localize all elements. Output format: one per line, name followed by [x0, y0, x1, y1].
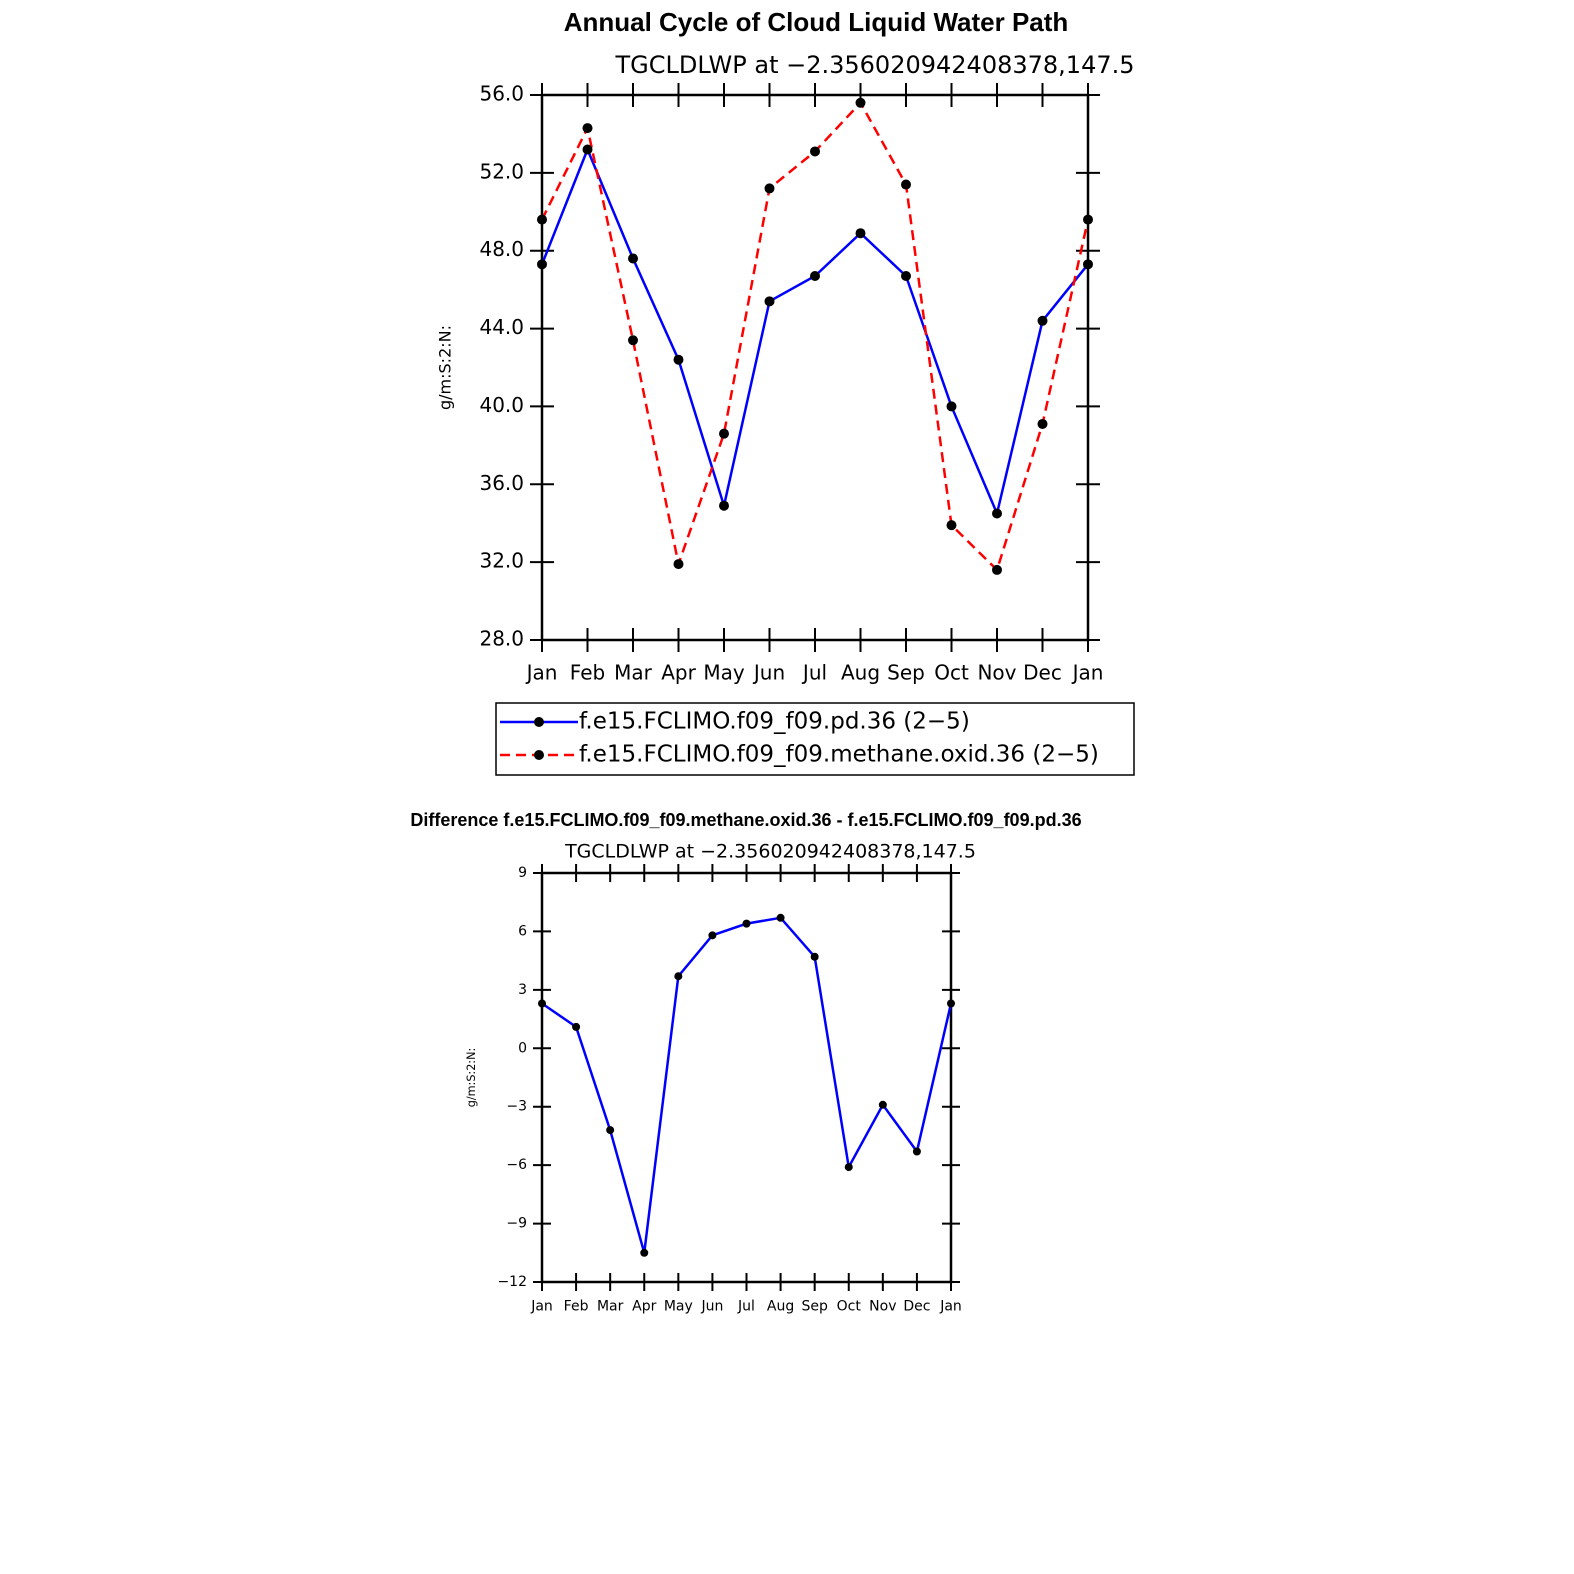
data-point [1037, 418, 1048, 429]
y-tick-label: 40.0 [479, 393, 524, 417]
data-point [810, 952, 819, 961]
x-tick-label: Sep [887, 661, 925, 685]
data-point [878, 1100, 887, 1109]
x-tick-label: May [703, 661, 745, 685]
data-point [708, 931, 717, 940]
data-point [764, 183, 775, 194]
chart-subtitle: TGCLDLWP at −2.356020942408378,147.5 [615, 51, 1135, 79]
series-line [540, 100, 1090, 573]
x-tick-label: Jan [530, 1298, 553, 1314]
legend-label: f.e15.FCLIMO.f09_f09.methane.oxid.36 (2−… [579, 742, 1099, 768]
x-tick-label: Jun [752, 661, 785, 685]
data-point [855, 228, 866, 239]
series-line [541, 916, 953, 1254]
x-tick-label: Feb [570, 661, 605, 685]
x-tick-label: Dec [1023, 661, 1062, 685]
data-point [640, 1248, 649, 1257]
data-point [764, 296, 775, 307]
data-point [719, 428, 729, 439]
data-point [844, 1163, 853, 1172]
x-tick-label: Apr [661, 661, 696, 685]
data-point [572, 1022, 581, 1031]
x-tick-label: May [664, 1298, 693, 1314]
y-tick-label: 28.0 [479, 627, 524, 651]
data-point [901, 271, 911, 282]
x-tick-label: Jul [801, 661, 827, 685]
data-point [810, 271, 820, 282]
y-tick-label: 56.0 [479, 82, 524, 106]
data-point [992, 564, 1002, 575]
y-tick-label: 36.0 [479, 471, 524, 495]
data-point [946, 401, 957, 412]
legend-marker [534, 750, 544, 760]
plot-frame [540, 93, 1090, 642]
legend-marker [534, 717, 544, 727]
data-point [673, 354, 684, 365]
x-tick-label: Oct [837, 1298, 862, 1314]
data-point [628, 335, 638, 346]
chart-title: Annual Cycle of Cloud Liquid Water Path [564, 7, 1069, 37]
data-point [673, 559, 684, 570]
y-tick-label: 0 [518, 1040, 527, 1056]
y-tick-label: 3 [518, 982, 527, 998]
y-tick-label: 52.0 [479, 159, 524, 183]
data-point [946, 520, 957, 531]
data-point [810, 146, 820, 157]
data-point [1083, 259, 1093, 270]
data-point [537, 259, 547, 270]
x-tick-label: Mar [614, 661, 653, 685]
y-axis-label: g/m:S:2:N: [465, 1048, 478, 1107]
y-tick-label: 9 [518, 865, 527, 881]
data-point [674, 972, 683, 981]
data-point [855, 97, 866, 108]
data-point [582, 123, 593, 134]
data-point [912, 1147, 921, 1156]
y-tick-label: 32.0 [479, 549, 524, 573]
data-point [742, 919, 751, 928]
x-tick-label: Jan [1071, 661, 1104, 685]
legend-label: f.e15.FCLIMO.f09_f09.pd.36 (2−5) [579, 709, 970, 735]
x-tick-label: Sep [801, 1298, 828, 1314]
data-point [606, 1126, 615, 1135]
series-line [540, 146, 1089, 518]
y-tick-label: 6 [518, 923, 527, 939]
data-point [1083, 214, 1093, 225]
y-tick-label: −12 [497, 1274, 527, 1290]
data-point [582, 144, 593, 155]
y-tick-label: 48.0 [479, 237, 524, 261]
data-point [628, 253, 638, 264]
data-point [1037, 315, 1048, 326]
chart-subtitle: TGCLDLWP at −2.356020942408378,147.5 [564, 841, 976, 863]
x-tick-label: Jul [737, 1298, 755, 1314]
x-tick-label: Nov [977, 661, 1016, 685]
y-tick-label: −3 [506, 1099, 527, 1115]
x-tick-label: Apr [632, 1298, 656, 1314]
data-point [537, 214, 547, 225]
x-tick-label: Aug [767, 1298, 794, 1314]
y-tick-label: 44.0 [479, 315, 524, 339]
x-tick-label: Jan [939, 1298, 962, 1314]
data-point [776, 913, 785, 922]
x-tick-label: Nov [869, 1298, 896, 1314]
x-tick-label: Jun [700, 1298, 723, 1314]
x-tick-label: Feb [564, 1298, 589, 1314]
y-tick-label: −6 [506, 1157, 527, 1173]
chart-title: Difference f.e15.FCLIMO.f09_f09.methane.… [410, 810, 1081, 830]
data-point [538, 999, 546, 1008]
data-point [992, 508, 1002, 519]
x-tick-label: Mar [597, 1298, 624, 1314]
data-point [719, 500, 729, 511]
x-tick-label: Aug [841, 661, 880, 685]
x-tick-label: Oct [934, 661, 969, 685]
legend-box [495, 702, 1135, 776]
y-tick-label: −9 [506, 1216, 527, 1232]
x-tick-label: Dec [903, 1298, 930, 1314]
x-tick-label: Jan [525, 661, 558, 685]
y-axis-label: g/m:S:2:N: [436, 325, 455, 410]
data-point [901, 179, 911, 190]
data-point [947, 999, 955, 1008]
plot-frame [540, 871, 953, 1284]
